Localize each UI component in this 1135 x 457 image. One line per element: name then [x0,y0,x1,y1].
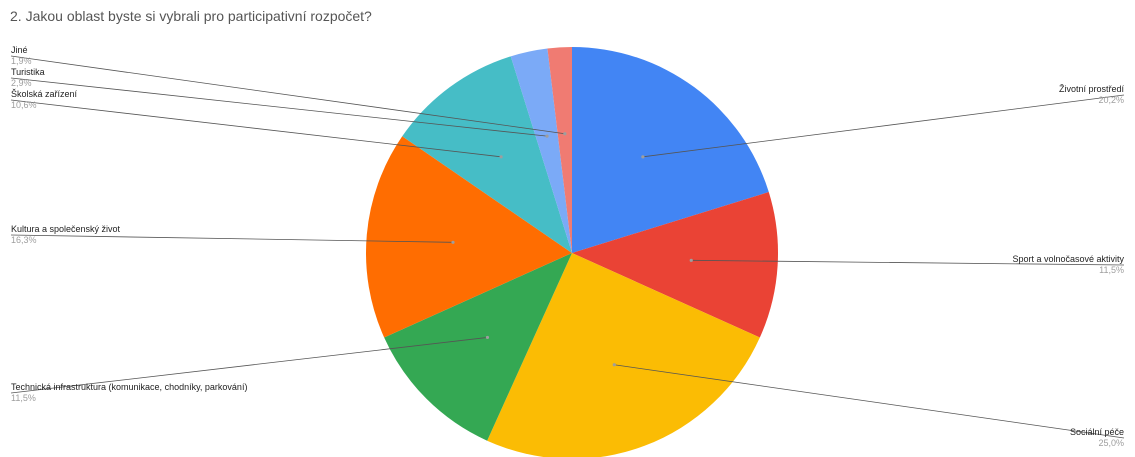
leader-line-skolska-zarizeni [10,99,502,158]
slice-label-sport-a-volnocasove-aktivity: Sport a volnočasové aktivity [1012,254,1124,264]
leader-line-sport-a-volnocasove-aktivity [691,259,1125,266]
pie-slice-zivotni-prostredi [572,47,769,253]
slice-percent-sport-a-volnocasove-aktivity: 11,5% [1099,265,1124,275]
leader-line-zivotni-prostredi [642,94,1125,158]
leader-line-technicka-infrastruktura-komunikace-chodniky-parkovani [10,337,488,394]
leader-dot-jine [563,132,567,136]
pie-slice-socialni-pece [487,253,760,457]
slice-label-technicka-infrastruktura-komunikace-chodniky-parkovani: Technická infrastruktura (komunikace, ch… [11,382,247,392]
pie-slice-jine [547,47,572,253]
slice-label-skolska-zarizeni: Školská zařízení [11,89,78,99]
slice-label-kultura-a-spolecensky-zivot: Kultura a společenský život [11,224,121,234]
leader-dot-socialni-pece [612,363,616,367]
slice-percent-technicka-infrastruktura-komunikace-chodniky-parkovani: 11,5% [11,393,36,403]
leader-dot-technicka-infrastruktura-komunikace-chodniky-parkovani [485,335,490,340]
pie-slice-turistika [510,48,572,253]
slice-label-socialni-pece: Sociální péče [1070,427,1124,437]
pie-slice-kultura-a-spolecensky-zivot [365,136,572,338]
leader-dot-skolska-zarizeni [499,155,503,159]
leader-dot-sport-a-volnocasove-aktivity [689,258,693,262]
slice-percent-zivotni-prostredi: 20,2% [1098,95,1124,105]
leader-dot-turistika [545,134,549,138]
chart-title: 2. Jakou oblast byste si vybrali pro par… [10,8,372,24]
pie-slice-skolska-zarizeni [402,56,572,253]
slice-percent-jine: 1,9% [11,56,32,66]
leader-line-socialni-pece [614,364,1125,439]
leader-line-kultura-a-spolecensky-zivot [10,234,454,243]
slice-percent-socialni-pece: 25,0% [1098,438,1124,448]
slice-percent-turistika: 2,9% [11,78,32,88]
slice-percent-kultura-a-spolecensky-zivot: 16,3% [11,235,37,245]
pie-slice-sport-a-volnocasove-aktivity [572,192,778,338]
leader-dot-kultura-a-spolecensky-zivot [451,240,455,244]
slice-label-jine: Jiné [11,45,28,55]
leader-dot-zivotni-prostredi [641,155,645,159]
pie-slice-technicka-infrastruktura-komunikace-chodniky-parkovani [384,253,572,441]
leader-line-jine [10,55,565,135]
slice-label-turistika: Turistika [11,67,45,77]
slice-percent-skolska-zarizeni: 10,6% [11,100,37,110]
leader-line-turistika [10,77,548,137]
slice-label-zivotni-prostredi: Životní prostředí [1059,84,1125,94]
pie-slices [365,47,778,457]
